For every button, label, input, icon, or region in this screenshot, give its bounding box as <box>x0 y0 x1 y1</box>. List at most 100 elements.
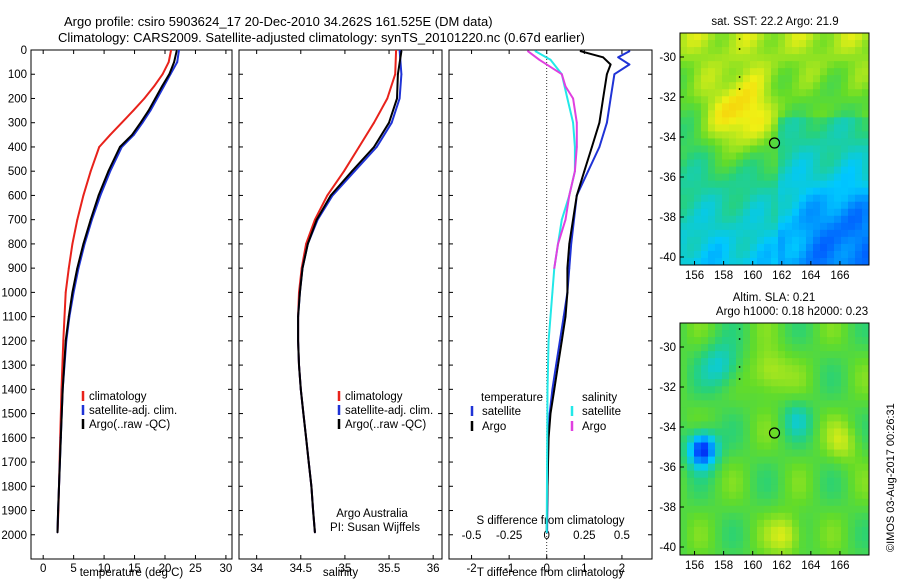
heat-cell <box>694 124 702 133</box>
heat-cell <box>708 89 716 97</box>
heat-cell <box>855 484 863 493</box>
heat-cell <box>715 358 723 366</box>
heat-cell <box>848 222 856 231</box>
heat-cell <box>729 33 737 41</box>
heat-cell <box>701 257 709 265</box>
heat-cell <box>680 344 688 352</box>
heat-cell <box>729 145 737 154</box>
heat-cell <box>848 456 856 465</box>
heat-cell <box>764 421 772 430</box>
heat-cell <box>841 491 849 500</box>
heat-cell <box>841 449 849 458</box>
heat-cell <box>834 250 842 259</box>
map-y-tick-label: -34 <box>659 132 676 144</box>
heat-cell <box>820 208 828 217</box>
data-point-temperature-2 <box>168 73 171 76</box>
heat-cell <box>792 33 800 41</box>
heat-cell <box>764 407 772 415</box>
heat-cell <box>750 243 758 252</box>
heat-cell <box>792 54 800 62</box>
heat-cell <box>806 323 814 331</box>
heat-cell <box>764 173 772 182</box>
heat-cell <box>750 201 758 210</box>
heat-cell <box>855 421 863 430</box>
heat-cell <box>841 323 849 331</box>
data-point-salinity-1 <box>400 73 403 76</box>
heat-cell <box>743 428 751 437</box>
heat-cell <box>680 201 688 210</box>
heat-cell <box>715 379 723 387</box>
heat-cell <box>750 208 758 217</box>
data-point-salinity-0 <box>314 218 316 221</box>
heat-cell <box>827 449 835 458</box>
heat-cell <box>750 533 758 542</box>
heat-cell <box>701 323 709 331</box>
heat-cell <box>736 330 744 338</box>
heat-cell <box>757 145 765 154</box>
data-point-difference-1 <box>568 243 571 245</box>
credit-annotation: Argo Australia <box>336 508 408 520</box>
heat-cell <box>848 187 856 196</box>
heat-cell <box>757 208 765 217</box>
heat-cell <box>827 187 835 196</box>
heat-cell <box>687 442 695 451</box>
heat-cell <box>743 110 751 118</box>
heat-cell <box>848 519 856 528</box>
heat-cell <box>778 407 786 415</box>
heat-cell <box>722 243 730 252</box>
heat-cell <box>736 512 744 521</box>
heat-cell <box>687 428 695 437</box>
heat-cell <box>743 194 751 203</box>
data-point-temperature-2 <box>82 243 85 245</box>
heat-cell <box>841 229 849 238</box>
heat-cell <box>750 166 758 175</box>
x-tick-label-difference: -2 <box>466 563 476 575</box>
heat-cell <box>827 386 835 394</box>
heat-cell <box>750 124 758 133</box>
heat-cell <box>813 33 821 41</box>
heat-cell <box>750 82 758 90</box>
heat-cell <box>764 491 772 500</box>
heat-cell <box>862 442 869 451</box>
heat-cell <box>757 33 765 41</box>
heat-cell <box>820 323 828 331</box>
heat-cell <box>687 372 695 380</box>
heat-cell <box>799 484 807 493</box>
heat-cell <box>701 540 709 549</box>
heat-cell <box>757 250 765 259</box>
heat-cell <box>834 330 842 338</box>
heat-cell <box>799 505 807 514</box>
heat-cell <box>792 421 800 430</box>
heat-cell <box>771 547 779 555</box>
heat-cell <box>722 323 730 331</box>
heat-cell <box>806 159 814 168</box>
heat-cell <box>743 526 751 535</box>
heat-cell <box>848 173 856 182</box>
heat-cell <box>736 68 744 76</box>
heat-cell <box>806 180 814 189</box>
heat-cell <box>736 498 744 507</box>
heat-cell <box>827 519 835 528</box>
heat-cell <box>820 89 828 97</box>
heat-cell <box>855 215 863 224</box>
heat-cell <box>687 414 695 423</box>
heat-cell <box>687 124 695 133</box>
data-point-salinity-2 <box>373 146 375 148</box>
heat-cell <box>820 33 828 41</box>
heat-cell <box>764 208 772 217</box>
heat-cell <box>715 547 723 555</box>
heat-cell <box>750 498 758 507</box>
heat-cell <box>813 40 821 48</box>
heat-cell <box>778 435 786 444</box>
heat-cell <box>736 82 744 90</box>
legend-label-salinity: satellite-adj. clim. <box>345 405 433 417</box>
heat-cell <box>834 407 842 415</box>
heat-cell <box>729 236 737 245</box>
heat-cell <box>827 526 835 535</box>
heat-cell <box>750 337 758 345</box>
heat-cell <box>750 484 758 493</box>
heat-cell <box>841 47 849 55</box>
heat-cell <box>799 540 807 549</box>
series-line-difference-1 <box>545 50 612 533</box>
heat-cell <box>708 393 716 401</box>
